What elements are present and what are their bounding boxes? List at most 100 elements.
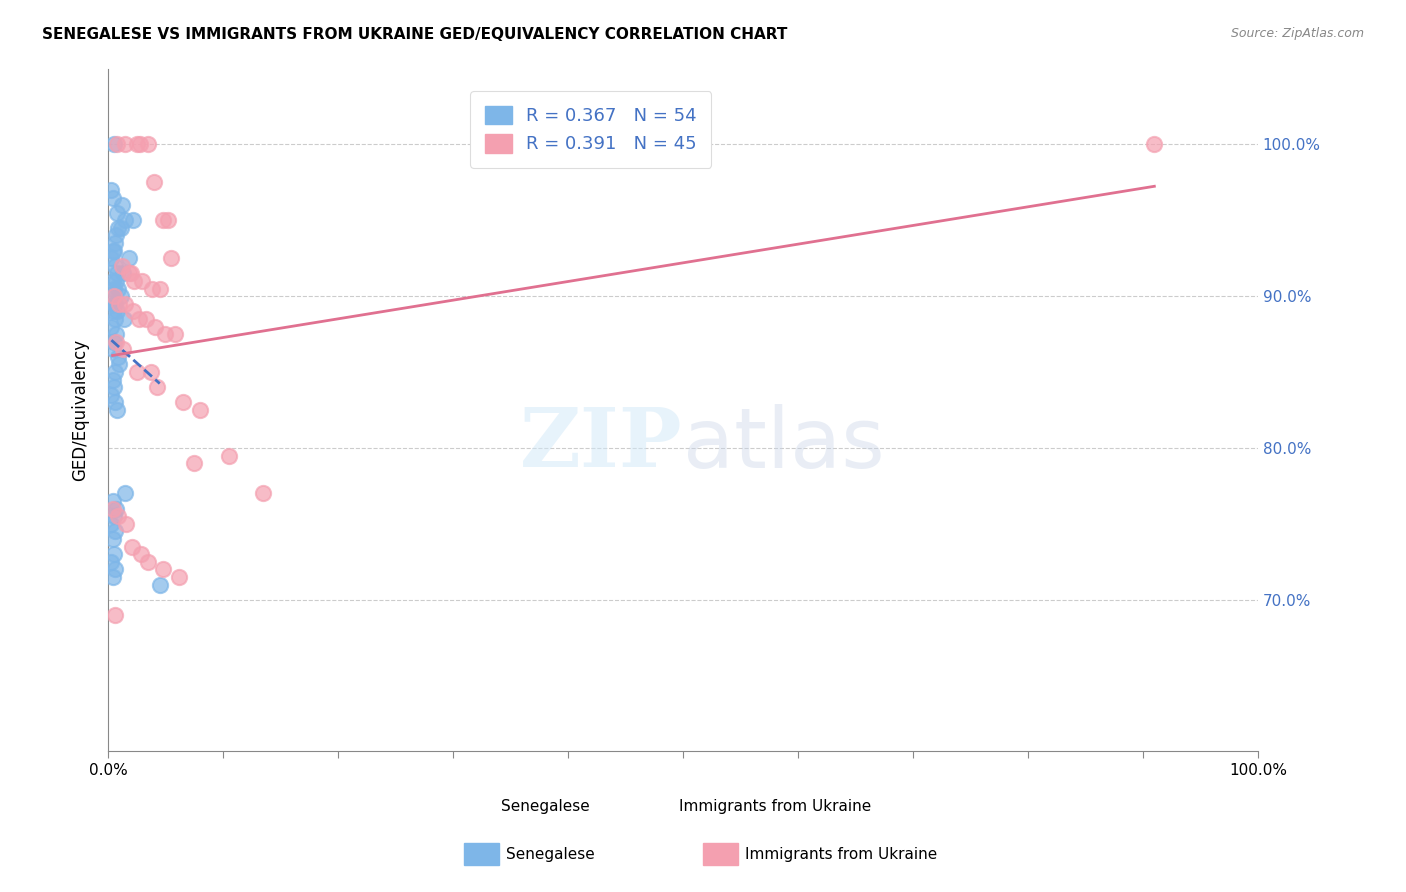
Point xyxy=(122,213,145,227)
Point xyxy=(101,532,124,546)
Text: Immigrants from Ukraine: Immigrants from Ukraine xyxy=(745,847,938,862)
Point xyxy=(103,334,125,349)
Legend: R = 0.367   N = 54, R = 0.391   N = 45: R = 0.367 N = 54, R = 0.391 N = 45 xyxy=(471,91,711,168)
Point xyxy=(124,274,146,288)
Point xyxy=(114,213,136,227)
Point xyxy=(104,524,127,539)
Point xyxy=(103,509,125,524)
Point xyxy=(104,365,127,379)
Point xyxy=(103,282,125,296)
Point xyxy=(252,486,274,500)
Point xyxy=(183,456,205,470)
Point xyxy=(101,244,124,258)
Point xyxy=(104,259,127,273)
Point xyxy=(101,501,124,516)
Point xyxy=(163,327,186,342)
Point xyxy=(100,289,122,303)
Point xyxy=(101,494,124,508)
Point xyxy=(160,251,183,265)
Point xyxy=(169,570,191,584)
Point xyxy=(107,509,129,524)
Point xyxy=(103,137,125,152)
Point xyxy=(104,297,127,311)
Point xyxy=(125,137,148,152)
Point xyxy=(135,312,157,326)
Point xyxy=(105,501,128,516)
Point xyxy=(107,282,129,296)
Point xyxy=(152,562,174,576)
Point xyxy=(104,312,127,326)
Text: Senegalese: Senegalese xyxy=(501,799,589,814)
Y-axis label: GED/Equivalency: GED/Equivalency xyxy=(72,339,89,481)
Point xyxy=(100,555,122,569)
Point xyxy=(111,259,134,273)
Point xyxy=(105,403,128,417)
Point xyxy=(120,267,142,281)
Point xyxy=(136,137,159,152)
Point xyxy=(118,267,141,281)
Point xyxy=(114,297,136,311)
Point xyxy=(188,403,211,417)
Point xyxy=(125,365,148,379)
Point xyxy=(105,274,128,288)
Point xyxy=(103,289,125,303)
Point xyxy=(146,380,169,394)
Point xyxy=(149,282,172,296)
Point xyxy=(218,449,240,463)
Point xyxy=(122,304,145,318)
Point xyxy=(105,137,128,152)
Point xyxy=(100,388,122,402)
Point xyxy=(108,297,131,311)
Point xyxy=(104,395,127,409)
Point xyxy=(104,562,127,576)
Point xyxy=(100,251,122,265)
Point xyxy=(107,350,129,364)
Point xyxy=(105,327,128,342)
Text: atlas: atlas xyxy=(683,404,884,484)
Point xyxy=(103,244,125,258)
Point xyxy=(103,380,125,394)
Point xyxy=(143,175,166,189)
Point xyxy=(111,198,134,212)
Point xyxy=(101,304,124,318)
Point xyxy=(136,555,159,569)
Point xyxy=(105,304,128,318)
Point xyxy=(139,365,162,379)
Point xyxy=(105,267,128,281)
Point xyxy=(100,516,122,531)
Text: ZIP: ZIP xyxy=(520,404,683,484)
Text: Source: ZipAtlas.com: Source: ZipAtlas.com xyxy=(1230,27,1364,40)
Text: Immigrants from Ukraine: Immigrants from Ukraine xyxy=(679,799,872,814)
Point xyxy=(172,395,194,409)
Point xyxy=(128,312,150,326)
Point xyxy=(156,213,179,227)
Point xyxy=(105,205,128,219)
Point xyxy=(131,274,153,288)
Point xyxy=(101,343,124,357)
Point xyxy=(152,213,174,227)
Point xyxy=(129,137,152,152)
Point xyxy=(1143,137,1166,152)
Point xyxy=(103,297,125,311)
Point xyxy=(155,327,177,342)
Point xyxy=(111,267,134,281)
Point xyxy=(141,282,163,296)
Point xyxy=(114,137,136,152)
Point xyxy=(104,235,127,250)
Point xyxy=(101,570,124,584)
Point xyxy=(105,228,128,243)
Text: Senegalese: Senegalese xyxy=(506,847,595,862)
Point xyxy=(101,274,124,288)
Point xyxy=(110,220,132,235)
Point xyxy=(101,190,124,204)
Point xyxy=(149,577,172,591)
Point xyxy=(100,319,122,334)
Point xyxy=(115,516,138,531)
Point xyxy=(107,220,129,235)
Point xyxy=(103,547,125,561)
Point xyxy=(118,251,141,265)
Point xyxy=(105,334,128,349)
Point xyxy=(112,312,135,326)
Point xyxy=(114,486,136,500)
Point xyxy=(100,183,122,197)
